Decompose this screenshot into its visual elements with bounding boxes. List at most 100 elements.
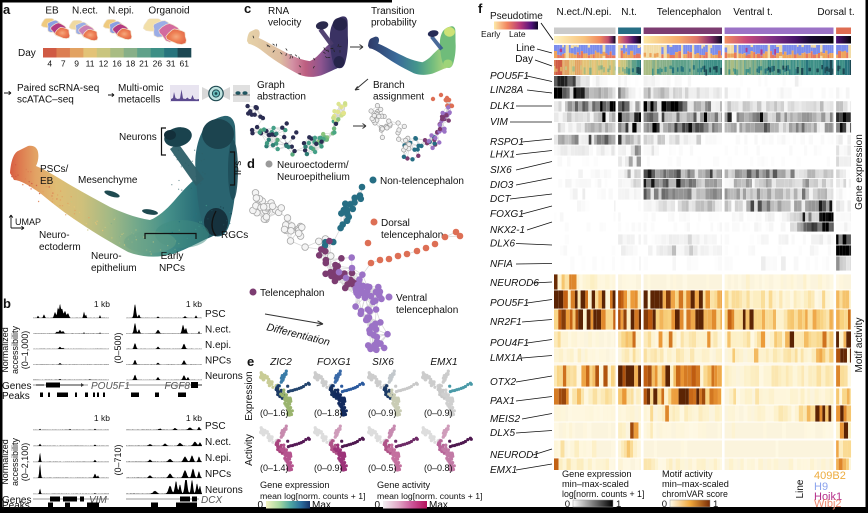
- svg-text:Neuroepithelium: Neuroepithelium: [277, 172, 350, 183]
- svg-text:DCX: DCX: [201, 495, 222, 506]
- svg-text:Day: Day: [515, 54, 533, 65]
- svg-text:Organoid: Organoid: [148, 6, 189, 17]
- svg-text:N.t.: N.t.: [621, 7, 637, 18]
- svg-text:(0–710): (0–710): [113, 444, 123, 475]
- svg-text:Ventral: Ventral: [396, 293, 427, 304]
- svg-text:Neuro-: Neuro-: [91, 251, 122, 262]
- svg-text:(0–0.9): (0–0.9): [368, 408, 397, 418]
- svg-text:(0–1.6): (0–1.6): [260, 408, 289, 418]
- svg-text:N.ect.: N.ect.: [205, 325, 231, 336]
- svg-text:(0–0.5): (0–0.5): [368, 463, 397, 473]
- svg-text:accessibility: accessibility: [10, 437, 20, 486]
- svg-text:26: 26: [153, 59, 163, 69]
- svg-text:Neurons: Neurons: [119, 132, 157, 143]
- svg-text:Normalized: Normalized: [0, 327, 10, 373]
- svg-text:1 kb: 1 kb: [186, 413, 202, 423]
- svg-text:Telencephalon: Telencephalon: [260, 288, 325, 299]
- svg-text:VIM: VIM: [89, 495, 107, 506]
- svg-text:Late: Late: [509, 29, 526, 39]
- svg-text:velocity: velocity: [268, 18, 301, 29]
- svg-text:FGF8: FGF8: [164, 381, 190, 392]
- svg-text:1 kb: 1 kb: [94, 413, 110, 423]
- svg-text:Non-telencephalon: Non-telencephalon: [380, 176, 464, 187]
- svg-text:Telencephalon: Telencephalon: [657, 7, 722, 18]
- svg-text:f: f: [478, 1, 483, 16]
- svg-text:accessibility: accessibility: [10, 325, 20, 374]
- svg-text:Paired scRNA-seq: Paired scRNA-seq: [17, 83, 99, 94]
- svg-text:16: 16: [112, 59, 122, 69]
- svg-text:EB: EB: [40, 176, 54, 187]
- svg-text:N.ect.: N.ect.: [205, 437, 231, 448]
- svg-text:Day: Day: [18, 48, 36, 59]
- svg-text:(0–0.8): (0–0.8): [424, 463, 453, 473]
- svg-text:NPCs: NPCs: [205, 469, 231, 480]
- svg-text:N.epi.: N.epi.: [205, 453, 231, 464]
- svg-text:NPCs: NPCs: [159, 263, 185, 274]
- svg-text:telencephalon: telencephalon: [381, 230, 443, 241]
- svg-text:N.epi.: N.epi.: [108, 6, 134, 17]
- svg-text:FOXG1: FOXG1: [317, 357, 351, 368]
- svg-text:N.ect.: N.ect.: [72, 6, 98, 17]
- svg-text:mean log[norm. counts + 1]: mean log[norm. counts + 1]: [260, 491, 366, 501]
- svg-text:PSC: PSC: [205, 309, 226, 320]
- svg-text:Transition: Transition: [371, 6, 415, 17]
- svg-text:NPCs: NPCs: [205, 356, 231, 367]
- svg-text:Dorsal: Dorsal: [381, 218, 410, 229]
- svg-text:7: 7: [61, 59, 66, 69]
- svg-text:N.ect./N.epi.: N.ect./N.epi.: [556, 7, 611, 18]
- svg-text:9: 9: [74, 59, 79, 69]
- svg-text:Max: Max: [429, 500, 448, 511]
- svg-text:Genes: Genes: [2, 495, 31, 506]
- svg-text:Pseudotime: Pseudotime: [490, 11, 543, 22]
- svg-text:(0–1,000): (0–1,000): [20, 331, 30, 370]
- svg-text:metacells: metacells: [118, 95, 160, 106]
- svg-text:1 kb: 1 kb: [94, 299, 110, 309]
- svg-text:EMX1: EMX1: [430, 357, 457, 368]
- svg-text:epithelium: epithelium: [91, 263, 137, 274]
- svg-text:Gene expression: Gene expression: [260, 480, 329, 490]
- svg-text:Line: Line: [516, 43, 535, 54]
- svg-text:Peaks: Peaks: [2, 391, 30, 402]
- svg-text:Neurons: Neurons: [205, 485, 243, 496]
- svg-text:Max: Max: [312, 500, 331, 511]
- svg-text:4: 4: [47, 59, 52, 69]
- svg-text:Expression: Expression: [244, 371, 255, 420]
- svg-text:telencephalon: telencephalon: [396, 305, 458, 316]
- svg-text:12: 12: [99, 59, 109, 69]
- svg-text:Normalized: Normalized: [0, 439, 10, 485]
- svg-text:0: 0: [257, 500, 263, 511]
- svg-text:Mesenchyme: Mesenchyme: [78, 175, 138, 186]
- svg-text:Gene activity: Gene activity: [377, 480, 431, 490]
- svg-text:Neuro-: Neuro-: [39, 230, 70, 241]
- svg-text:Graph: Graph: [257, 80, 285, 91]
- svg-text:EB: EB: [45, 6, 59, 17]
- svg-text:assignment: assignment: [373, 92, 424, 103]
- svg-text:ZIC2: ZIC2: [269, 357, 292, 368]
- svg-text:probability: probability: [371, 18, 417, 29]
- svg-text:POU5F1: POU5F1: [91, 381, 130, 392]
- svg-text:b: b: [3, 296, 11, 311]
- svg-text:SIX6: SIX6: [372, 357, 394, 368]
- svg-text:PSC: PSC: [205, 421, 226, 432]
- svg-text:(0–2,100): (0–2,100): [20, 443, 30, 482]
- svg-text:Ventral t.: Ventral t.: [733, 7, 772, 18]
- svg-text:(0–1.8): (0–1.8): [314, 408, 343, 418]
- svg-text:(0–0.9): (0–0.9): [314, 463, 343, 473]
- svg-text:IPs: IPs: [233, 161, 244, 175]
- svg-text:31: 31: [166, 59, 176, 69]
- svg-text:mean log[norm. counts + 1]: mean log[norm. counts + 1]: [377, 491, 483, 501]
- svg-text:PSCs/: PSCs/: [40, 164, 69, 175]
- svg-text:RGCs: RGCs: [221, 230, 248, 241]
- svg-text:0: 0: [374, 500, 380, 511]
- svg-text:Neurons: Neurons: [205, 371, 243, 382]
- svg-text:UMAP: UMAP: [15, 217, 41, 227]
- svg-text:Dorsal t.: Dorsal t.: [817, 7, 854, 18]
- svg-text:21: 21: [139, 59, 149, 69]
- svg-text:11: 11: [86, 59, 95, 69]
- svg-text:Genes: Genes: [2, 381, 31, 392]
- svg-text:(0–1.4): (0–1.4): [260, 463, 289, 473]
- svg-text:61: 61: [180, 59, 190, 69]
- svg-text:Multi-omic: Multi-omic: [118, 83, 164, 94]
- svg-text:N.epi.: N.epi.: [205, 340, 231, 351]
- svg-text:e: e: [247, 354, 254, 369]
